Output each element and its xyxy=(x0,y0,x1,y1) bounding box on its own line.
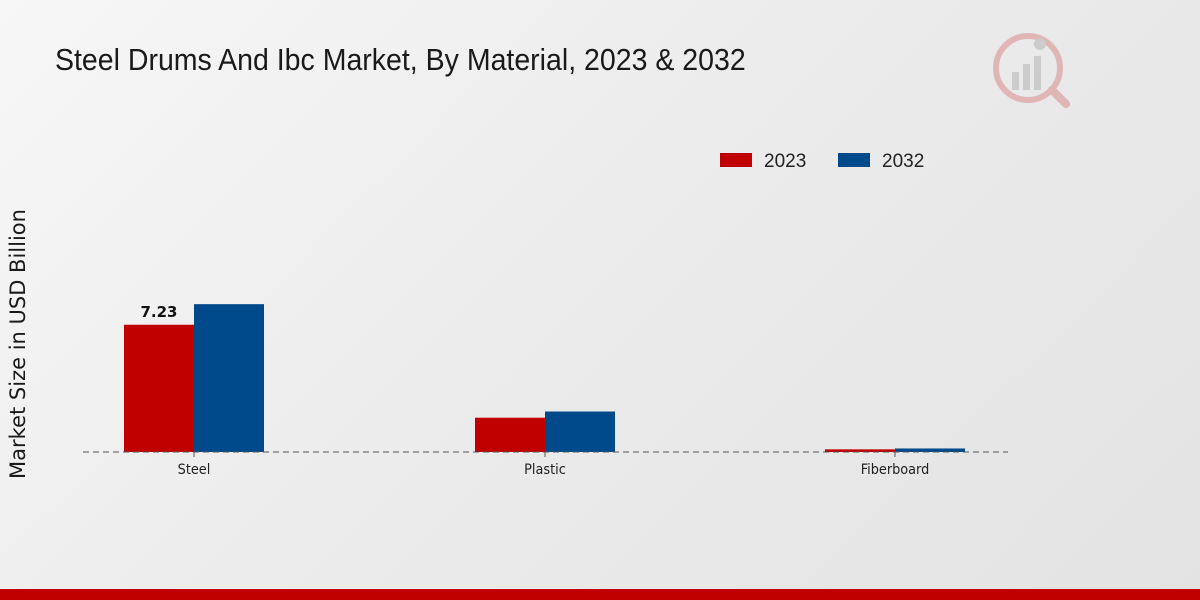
y-axis-label: Market Size in USD Billion xyxy=(6,209,30,479)
watermark-logo-icon xyxy=(993,33,1070,108)
legend-swatch-2023 xyxy=(720,153,752,167)
legend-label-2023: 2023 xyxy=(764,151,806,172)
footer-bar xyxy=(0,589,1200,600)
legend: 2023 2032 xyxy=(720,151,924,172)
bar-2032-plastic xyxy=(545,411,615,452)
legend-swatch-2032 xyxy=(838,153,870,167)
x-tick-label-plastic: Plastic xyxy=(524,463,566,479)
x-axis-ticks: Steel Plastic Fiberboard xyxy=(178,452,930,479)
x-tick-label-fiberboard: Fiberboard xyxy=(861,463,930,479)
data-label: 7.23 xyxy=(140,303,177,321)
bars xyxy=(124,304,965,452)
legend-label-2032: 2032 xyxy=(882,151,924,172)
bar-2023-steel xyxy=(124,324,194,452)
bar-2023-plastic xyxy=(475,417,545,452)
data-labels: 7.23 xyxy=(140,303,177,321)
bar-2032-fiberboard xyxy=(895,448,965,452)
bar-2032-steel xyxy=(194,304,264,452)
bar-2023-fiberboard xyxy=(825,449,895,452)
chart-title: Steel Drums And Ibc Market, By Material,… xyxy=(55,43,746,77)
x-tick-label-steel: Steel xyxy=(178,463,211,479)
